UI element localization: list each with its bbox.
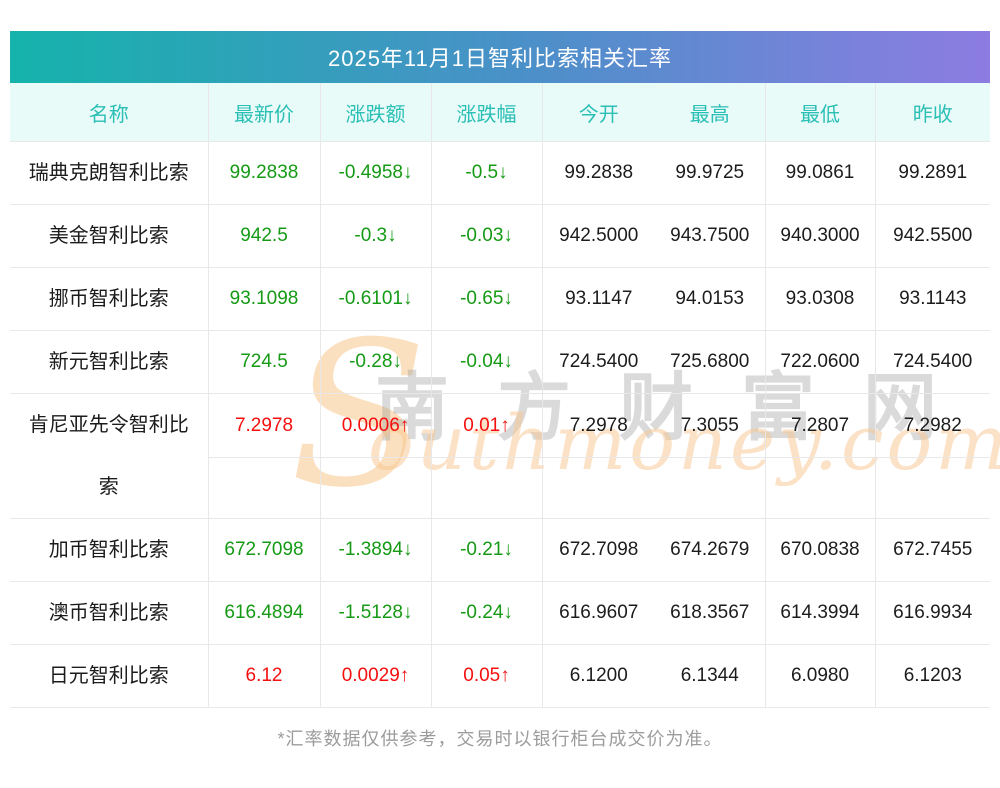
currency-pair-name: 瑞典克朗智利比索 <box>10 141 208 205</box>
value-cell: 672.7098 <box>541 518 655 582</box>
table-row: 肯尼亚先令智利比索 7.2978 0.0006↑ 0.01↑ 7.2978 7.3055 7… <box>10 393 990 519</box>
value-cell: -0.24↓ <box>430 581 542 645</box>
spacer-row <box>10 457 990 519</box>
value-cell: 942.5500 <box>874 204 990 268</box>
value-cell: 724.5400 <box>541 330 655 394</box>
value-cell: 99.2891 <box>874 141 990 205</box>
table-row: 日元智利比索 6.12 0.0029↑ 0.05↑ 6.1200 6.1344 6.0980… <box>10 644 990 708</box>
page: 2025年11月1日智利比索相关汇率 S 南方财富网 outhmoney.com… <box>10 31 1000 751</box>
currency-pair-name: 日元智利比索 <box>10 644 208 708</box>
value-cell: 942.5 <box>207 204 320 268</box>
value-cell: -0.03↓ <box>430 204 542 268</box>
table-row: 美金智利比索 942.5 -0.3↓ -0.03↓ 942.5000 943.7500 94… <box>10 204 990 268</box>
value-cell: 674.2679 <box>655 518 765 582</box>
header-cell-prev: 昨收 <box>874 83 990 142</box>
value-cell: 0.05↑ <box>430 644 542 708</box>
currency-pair-name: 肯尼亚先令智利比索 <box>10 393 208 519</box>
table-row: 加币智利比索 672.7098 -1.3894↓ -0.21↓ 672.7098 674.… <box>10 518 990 582</box>
table-row: 新元智利比索 724.5 -0.28↓ -0.04↓ 724.5400 725.6800 7… <box>10 330 990 394</box>
rates-table: 名称 最新价 涨跌额 涨跌幅 今开 最高 最低 昨收 瑞典克朗智利比索 99.28… <box>10 83 990 708</box>
value-cell: 940.3000 <box>764 204 875 268</box>
value-cell: 99.2838 <box>207 141 320 205</box>
value-cell: 672.7098 <box>207 518 320 582</box>
value-cell: 670.0838 <box>764 518 875 582</box>
header-cell-pct: 涨跌幅 <box>430 83 542 142</box>
value-cell: 0.0029↑ <box>319 644 431 708</box>
value-cell: 93.1147 <box>541 267 655 331</box>
value-cell: 99.9725 <box>655 141 765 205</box>
footer-note: *汇率数据仅供参考，交易时以银行柜台成交价为准。 <box>277 729 723 749</box>
table-row: 澳币智利比索 616.4894 -1.5128↓ -0.24↓ 616.9607 618.… <box>10 581 990 645</box>
page-title: 2025年11月1日智利比索相关汇率 <box>327 46 672 71</box>
value-cell: 6.1200 <box>541 644 655 708</box>
currency-pair-name: 加币智利比索 <box>10 518 208 582</box>
value-cell: 722.0600 <box>764 330 875 394</box>
value-cell: 725.6800 <box>655 330 765 394</box>
value-cell: 7.2978 <box>541 393 655 459</box>
value-cell: 93.1143 <box>874 267 990 331</box>
value-cell: 99.0861 <box>764 141 875 205</box>
value-cell: 942.5000 <box>541 204 655 268</box>
value-cell: -0.4958↓ <box>319 141 431 205</box>
value-cell: 724.5400 <box>874 330 990 394</box>
value-cell: 7.2807 <box>764 393 875 459</box>
header-cell-change: 涨跌额 <box>319 83 431 142</box>
header-cell-low: 最低 <box>764 83 875 142</box>
currency-pair-name: 美金智利比索 <box>10 204 208 268</box>
value-cell: 93.0308 <box>764 267 875 331</box>
table-row: 瑞典克朗智利比索 99.2838 -0.4958↓ -0.5↓ 99.2838 99.97… <box>10 141 990 205</box>
value-cell: 6.0980 <box>764 644 875 708</box>
empty-cell <box>655 457 765 519</box>
value-cell: 0.0006↑ <box>319 393 431 459</box>
empty-cell <box>541 457 655 519</box>
header-cell-latest: 最新价 <box>207 83 320 142</box>
value-cell: -1.3894↓ <box>319 518 431 582</box>
value-cell: -0.5↓ <box>430 141 542 205</box>
empty-cell <box>319 457 431 519</box>
table-row: 挪币智利比索 93.1098 -0.6101↓ -0.65↓ 93.1147 94.015… <box>10 267 990 331</box>
empty-cell <box>207 457 320 519</box>
empty-cell <box>430 457 542 519</box>
value-cell: 7.2982 <box>874 393 990 459</box>
header-cell-open: 今开 <box>541 83 655 142</box>
value-cell: 7.2978 <box>207 393 320 459</box>
value-cell: 672.7455 <box>874 518 990 582</box>
value-cell: -1.5128↓ <box>319 581 431 645</box>
value-cell: -0.3↓ <box>319 204 431 268</box>
value-cell: 7.3055 <box>655 393 765 459</box>
value-cell: 616.9934 <box>874 581 990 645</box>
value-cell: 943.7500 <box>655 204 765 268</box>
value-cell: 618.3567 <box>655 581 765 645</box>
value-cell: 616.9607 <box>541 581 655 645</box>
currency-pair-name: 澳币智利比索 <box>10 581 208 645</box>
value-cell: -0.6101↓ <box>319 267 431 331</box>
value-cell: -0.65↓ <box>430 267 542 331</box>
value-cell: 94.0153 <box>655 267 765 331</box>
title-bar: 2025年11月1日智利比索相关汇率 <box>10 31 990 83</box>
empty-cell <box>764 457 875 519</box>
value-cell: 6.1203 <box>874 644 990 708</box>
currency-pair-name: 新元智利比索 <box>10 330 208 394</box>
value-cell: 724.5 <box>207 330 320 394</box>
value-cell: 93.1098 <box>207 267 320 331</box>
empty-cell <box>874 457 990 519</box>
value-cell: 6.1344 <box>655 644 765 708</box>
table-header-row: 名称 最新价 涨跌额 涨跌幅 今开 最高 最低 昨收 <box>10 83 990 142</box>
header-cell-name: 名称 <box>10 83 208 142</box>
value-cell: 616.4894 <box>207 581 320 645</box>
value-cell: 614.3994 <box>764 581 875 645</box>
value-cell: -0.21↓ <box>430 518 542 582</box>
value-cell: 6.12 <box>207 644 320 708</box>
currency-pair-name: 挪币智利比索 <box>10 267 208 331</box>
value-cell: -0.04↓ <box>430 330 542 394</box>
value-cell: -0.28↓ <box>319 330 431 394</box>
value-cell: 0.01↑ <box>430 393 542 459</box>
header-cell-high: 最高 <box>655 83 765 142</box>
value-cell: 99.2838 <box>541 141 655 205</box>
